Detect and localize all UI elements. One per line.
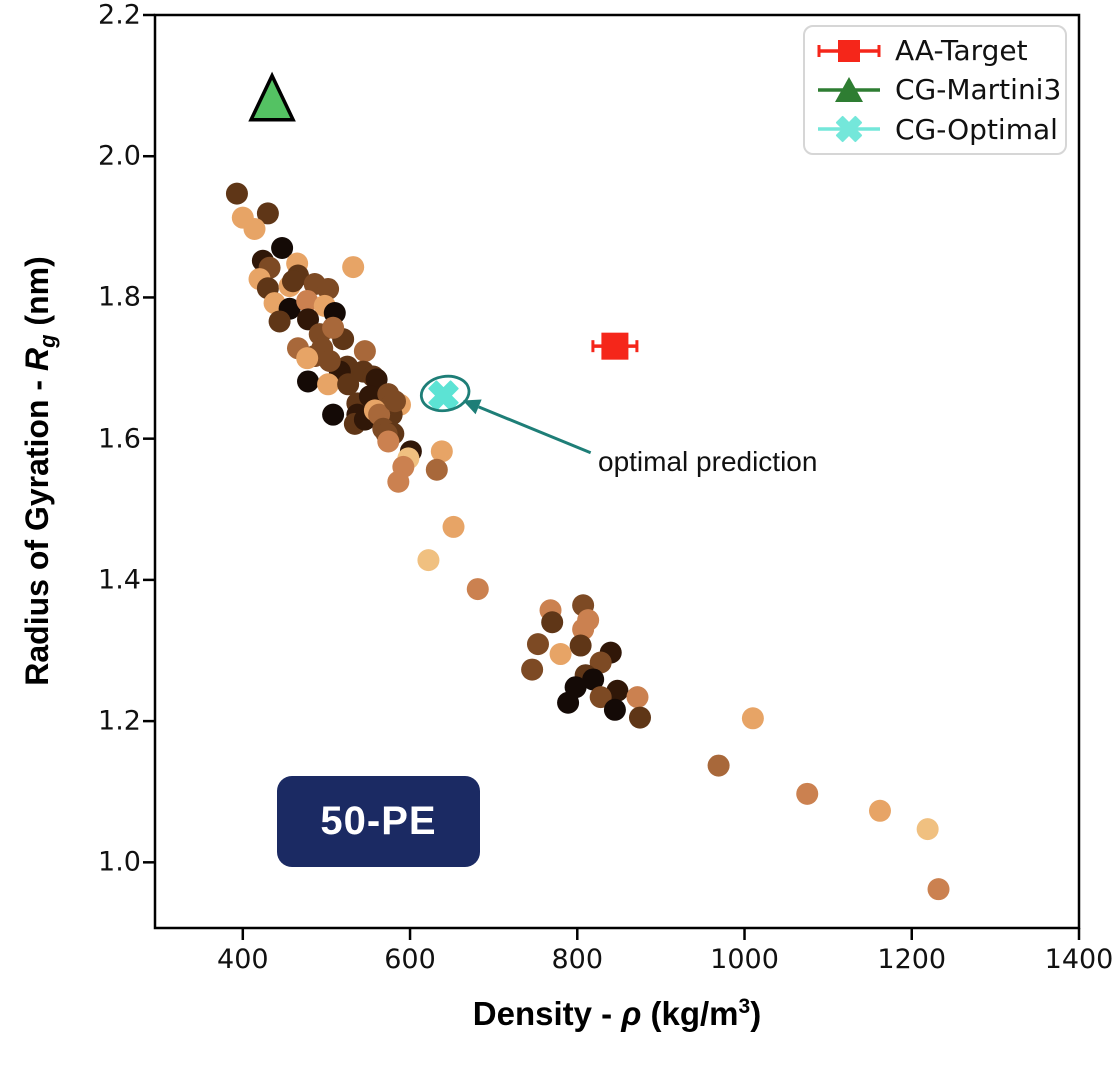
annotation-ellipse	[419, 374, 471, 413]
scatter-point	[342, 256, 365, 279]
scatter-point	[296, 289, 319, 312]
scatter-point	[603, 698, 626, 721]
legend-label: CG-Optimal	[895, 112, 1058, 146]
aa-target-marker	[601, 332, 629, 360]
rg-symbol: R	[18, 347, 55, 372]
legend-label: CG-Martini3	[895, 73, 1062, 107]
scatter-point	[337, 373, 360, 396]
scatter-point	[796, 782, 819, 805]
annotation-arrow-line	[478, 405, 592, 455]
scatter-point	[466, 578, 489, 601]
scatter-point	[322, 316, 345, 339]
cg-martini3-marker	[248, 71, 296, 122]
scatter-point	[297, 370, 320, 393]
plot-frame	[153, 13, 1081, 930]
scatter-point	[353, 340, 376, 363]
scatter-point	[589, 686, 612, 709]
scatter-point	[425, 458, 448, 481]
scatter-point	[521, 658, 544, 681]
scatter-point	[442, 515, 465, 538]
scatter-point	[387, 470, 410, 493]
scatter-point	[626, 686, 649, 709]
legend-label: AA-Target	[895, 34, 1028, 68]
scatter-point	[318, 349, 341, 372]
x-axis-label: Density - ρ (kg/m3)	[472, 995, 762, 1032]
rho-symbol: ρ	[621, 995, 642, 1032]
scatter-point	[606, 679, 629, 702]
scatter-point	[526, 633, 549, 656]
scatter-point	[741, 707, 764, 730]
scatter-point	[541, 611, 564, 634]
legend: AA-Target CG-Martini3 CG-Optimal	[803, 25, 1067, 155]
square-marker-icon	[817, 39, 881, 62]
scatter-point	[430, 440, 453, 463]
scatter-point	[281, 270, 304, 293]
legend-item-cg-optimal: CG-Optimal	[813, 110, 1058, 148]
legend-item-cg-martini3: CG-Martini3	[813, 71, 1061, 109]
scatter-point	[377, 430, 400, 453]
system-label-badge: 50-PE	[277, 776, 480, 867]
scatter-point	[365, 368, 388, 391]
x-marker-icon	[818, 116, 880, 143]
scatter-point	[417, 549, 440, 572]
legend-item-aa-target: AA-Target	[813, 32, 1057, 70]
scatter-point	[243, 217, 266, 240]
scatter-point	[549, 643, 572, 666]
scatter-point	[569, 634, 592, 657]
scatter-point	[572, 618, 595, 641]
scatter-point	[383, 390, 406, 413]
scatter-point	[297, 308, 320, 331]
scatter-point	[927, 878, 950, 901]
scatter-point	[225, 182, 248, 205]
scatter-point	[916, 818, 939, 841]
scatter-point	[868, 799, 891, 822]
cg-optimal-marker	[428, 380, 459, 411]
scatter-point	[317, 373, 340, 396]
scatter-point	[582, 668, 605, 691]
scatter-point	[707, 754, 730, 777]
y-axis-label: Radius of Gyration - Rg (nm)	[18, 256, 61, 686]
scatter-point	[271, 237, 294, 260]
scatter-point	[317, 277, 340, 300]
annotation-optimal-prediction: optimal prediction	[598, 446, 818, 477]
scatter-point	[256, 202, 279, 225]
scatter-point	[268, 310, 291, 333]
scatter-point	[589, 651, 612, 674]
scatter-point	[557, 691, 580, 714]
scatter-point	[296, 347, 319, 370]
triangle-marker-icon	[818, 76, 880, 102]
scatter-point	[628, 706, 651, 729]
scatter-point	[322, 403, 345, 426]
annotation-arrowhead	[462, 399, 482, 415]
